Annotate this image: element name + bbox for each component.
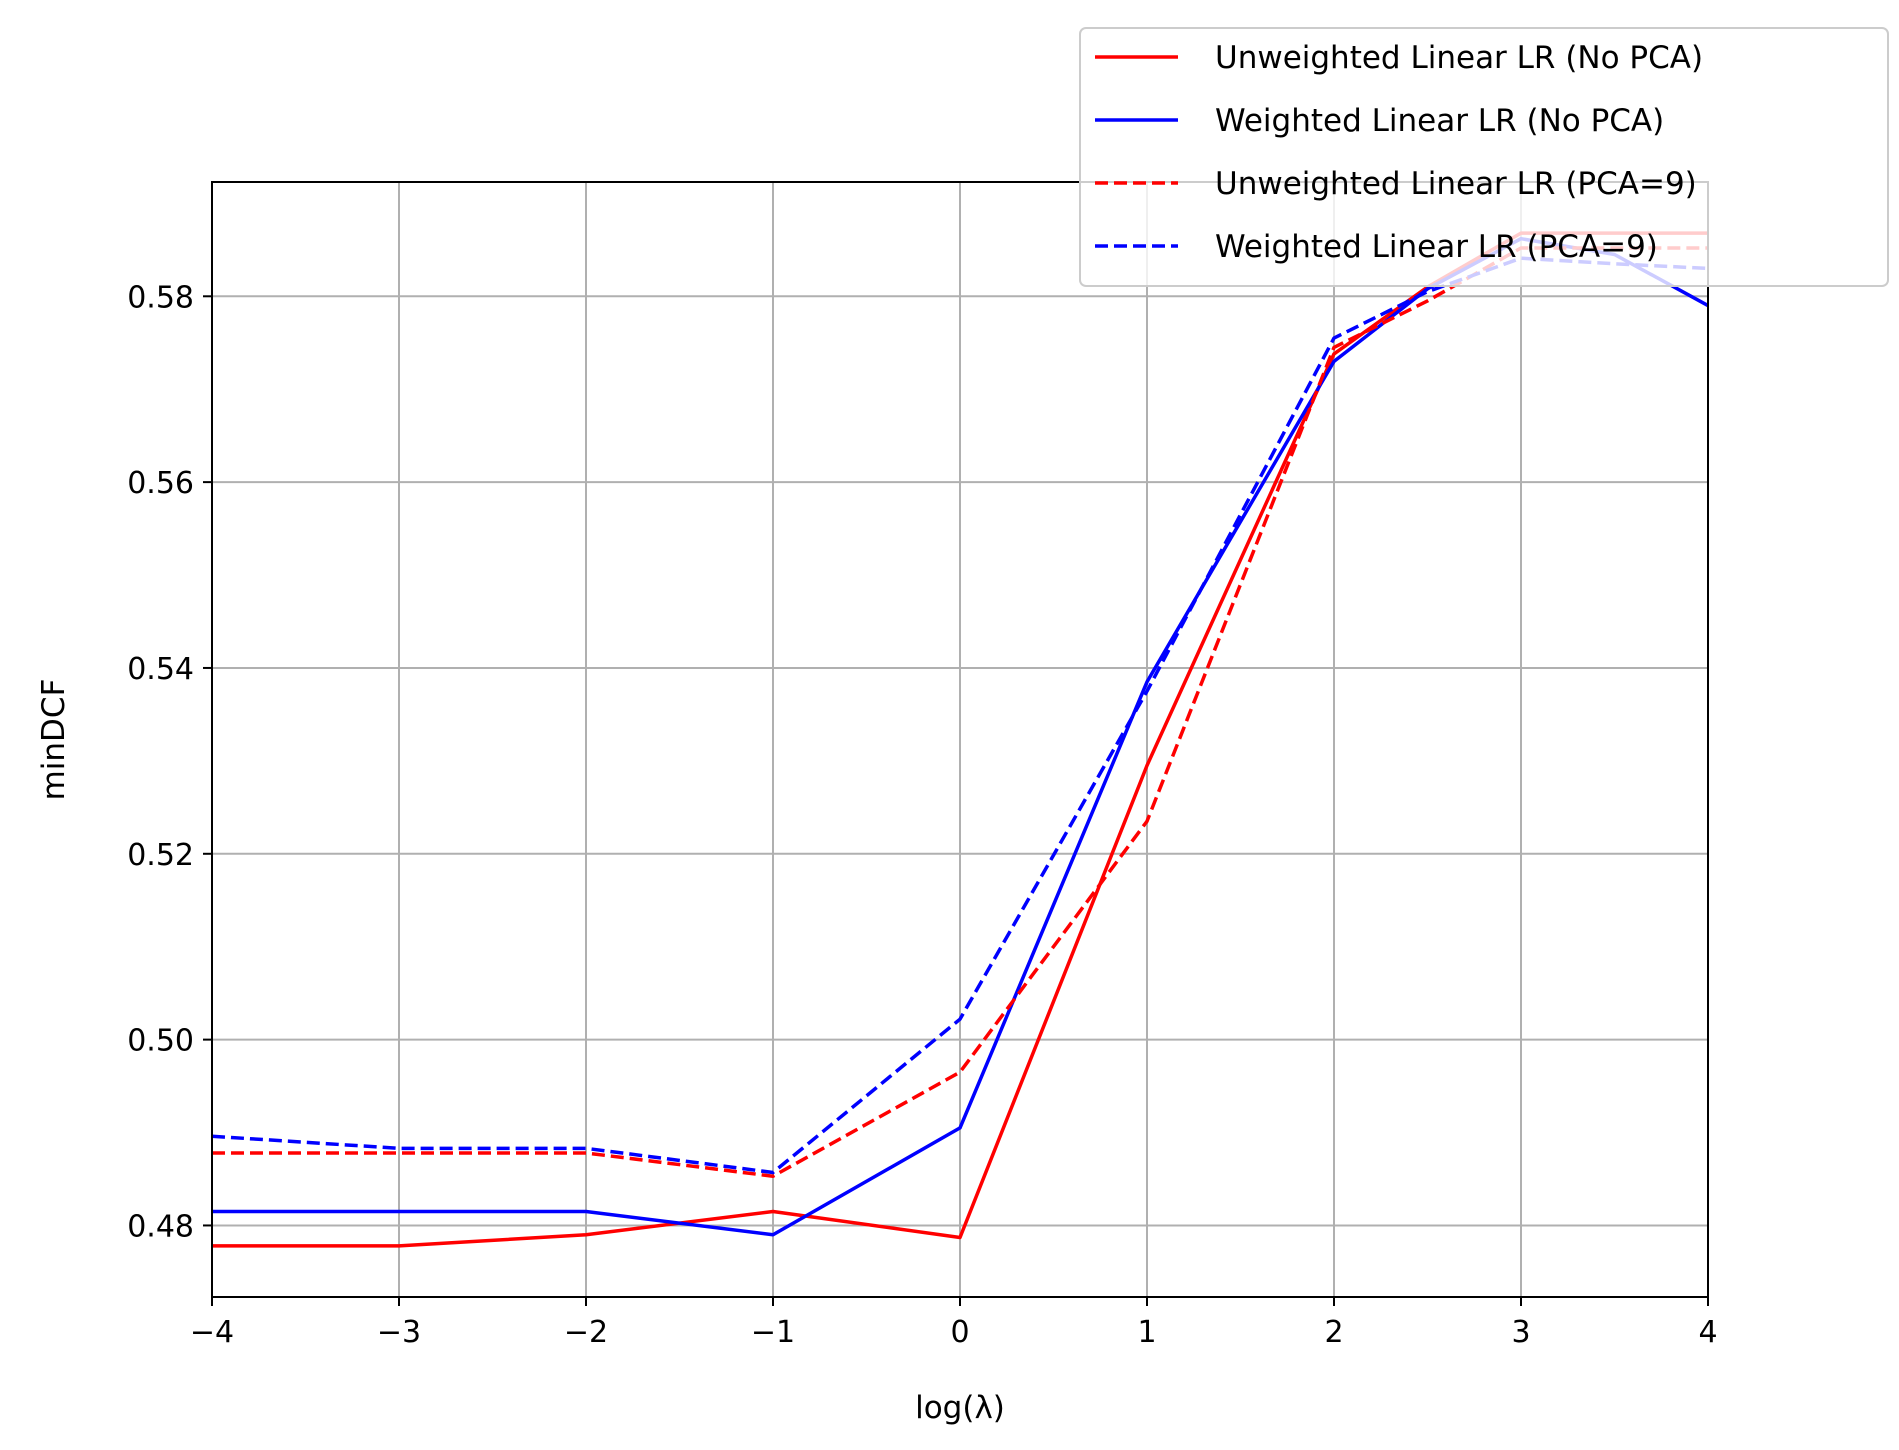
y-tick-label: 0.52 <box>127 838 194 873</box>
x-tick-label: −3 <box>377 1315 421 1350</box>
x-tick-label: −1 <box>751 1315 795 1350</box>
legend-label: Weighted Linear LR (PCA=9) <box>1215 229 1658 265</box>
legend-label: Unweighted Linear LR (PCA=9) <box>1215 166 1697 202</box>
y-axis-label: minDCF <box>36 679 72 801</box>
y-tick-label: 0.58 <box>127 280 194 315</box>
x-tick-label: −4 <box>190 1315 234 1350</box>
y-tick-label: 0.54 <box>127 652 194 687</box>
x-tick-label: 0 <box>950 1315 969 1350</box>
y-tick-label: 0.48 <box>127 1209 194 1244</box>
x-tick-label: 1 <box>1137 1315 1156 1350</box>
x-tick-label: 2 <box>1324 1315 1343 1350</box>
x-tick-label: 3 <box>1511 1315 1530 1350</box>
x-tick-label: −2 <box>564 1315 608 1350</box>
axis-ticks: −4 −3 −2 −1 0 1 2 3 4 0.48 0.50 0.52 0.54 0.56 0.58 <box>127 280 1717 1350</box>
legend-label: Weighted Linear LR (No PCA) <box>1215 103 1664 139</box>
grid <box>211 182 1709 1297</box>
x-tick-label: 4 <box>1698 1315 1717 1350</box>
series-line-3 <box>212 246 1708 1178</box>
y-tick-label: 0.50 <box>127 1024 194 1059</box>
legend-box <box>1079 27 1889 287</box>
y-tick-label: 0.56 <box>127 466 194 501</box>
x-axis-label: log(λ) <box>915 1390 1005 1426</box>
legend: Unweighted Linear LR (No PCA) Weighted Li… <box>1079 27 1889 287</box>
legend-label: Unweighted Linear LR (No PCA) <box>1215 40 1703 76</box>
